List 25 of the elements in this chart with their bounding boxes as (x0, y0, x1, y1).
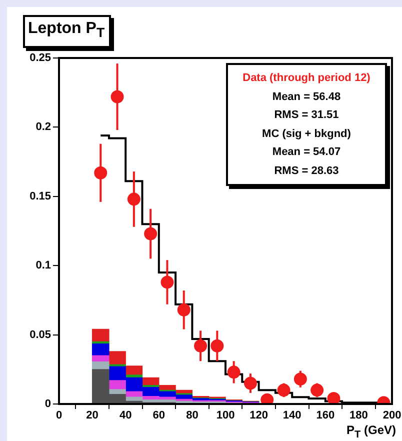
y-tick-label: 0.2 (36, 121, 51, 134)
y-tick-label: 0.15 (30, 190, 51, 202)
x-tick-label: 140 (282, 410, 302, 422)
annotation: Mean = 56.48 (271, 90, 342, 104)
y-tick-label: 0.25 (30, 52, 51, 64)
text: Data (through period 12) (242, 71, 372, 86)
annotation: Mean = 54.07 (271, 145, 342, 160)
x-tick-label: 180 (350, 410, 368, 422)
text: MC (sig + bkgnd) (261, 126, 352, 142)
y-tick-label: 0 (44, 398, 51, 410)
x-tick-label: 40 (119, 410, 132, 422)
x-tick-label: 20 (86, 410, 98, 422)
y-tick-label: 0.1 (36, 260, 51, 272)
x-tick-label: 160 (316, 410, 335, 422)
chart-title: Lepton P$_{T}$ (23, 15, 111, 48)
x-tick-label: 100 (216, 410, 235, 422)
x-tick-label: 0 (56, 410, 62, 422)
x-axis-title: P$_{T}$ (GeV) (346, 423, 396, 441)
x-tick-label: 120 (250, 410, 268, 422)
annotation: RMS = 31.51 (273, 108, 340, 123)
x-tick-label: 60 (152, 410, 166, 422)
x-tick-label: 200 (382, 410, 402, 422)
annotation: RMS = 28.63 (273, 164, 340, 178)
x-tick-label: 80 (186, 410, 198, 422)
y-tick-label: 0.05 (30, 328, 51, 341)
